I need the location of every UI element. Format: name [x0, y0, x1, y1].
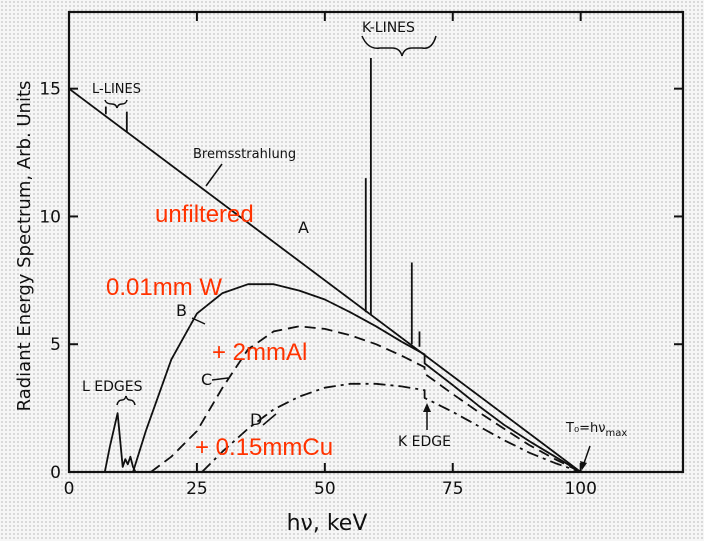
curve-d [201, 382, 581, 473]
curve-b [132, 283, 582, 473]
aluminum-filter-annotation: + 2mmAl [212, 339, 307, 366]
curve-b-pointer [191, 317, 206, 325]
curves [68, 87, 582, 473]
k-lines-bracket [361, 35, 437, 57]
l-edges-label: L EDGES [82, 379, 143, 395]
l-edges-bracket [116, 395, 136, 406]
tungsten-filter-annotation: 0.01mm W [106, 274, 222, 301]
curve-l-edges [103, 412, 137, 473]
y-tick-label: 10 [39, 207, 61, 227]
unfiltered-annotation: unfiltered [155, 201, 254, 228]
curve-c-label: C [201, 370, 212, 389]
y-tick-label: 15 [39, 80, 61, 100]
l-lines-label: L-LINES [92, 82, 141, 97]
y-axis-label: Radiant Energy Spectrum, Arb. Units [14, 81, 35, 412]
y-tick-label: 5 [50, 335, 61, 355]
plot-frame [67, 10, 685, 474]
x-tick-label: 75 [442, 479, 464, 499]
curve-a [68, 87, 582, 473]
l-lines-bracket [104, 99, 128, 109]
k-lines-label: K-LINES [362, 20, 415, 36]
x-tick-label: 100 [564, 479, 596, 499]
x-tick-label: 50 [314, 479, 336, 499]
curve-b-label: B [176, 301, 187, 320]
t0-subscript: max [606, 428, 628, 439]
decorations [104, 35, 591, 470]
x-tick-label: 25 [186, 479, 208, 499]
x-tick-label: 0 [64, 479, 75, 499]
curve-d-pointer [262, 413, 277, 426]
k-edge-arrowhead [423, 403, 431, 412]
curve-c [150, 325, 582, 473]
y-tick-label: 0 [50, 463, 61, 483]
t0-arrowhead [580, 461, 587, 470]
curve-a-label: A [298, 218, 309, 237]
t0-formula: T₀=hν [565, 421, 606, 436]
t0-label: T₀=hνmax [565, 421, 627, 439]
copper-filter-annotation: + 0.15mmCu [195, 434, 333, 461]
bremsstrahlung-label: Bremsstrahlung [193, 147, 296, 162]
x-axis-label: hν, keV [287, 511, 368, 536]
curve-c-pointer [211, 377, 229, 381]
bremsstrahlung-pointer [205, 163, 223, 187]
k-edge-label: K EDGE [398, 434, 451, 450]
characteristic-lines [104, 58, 421, 347]
axis-ticks: 0 25 50 75 100 0 5 10 15 [39, 12, 683, 499]
curve-d-label: D [250, 410, 262, 429]
